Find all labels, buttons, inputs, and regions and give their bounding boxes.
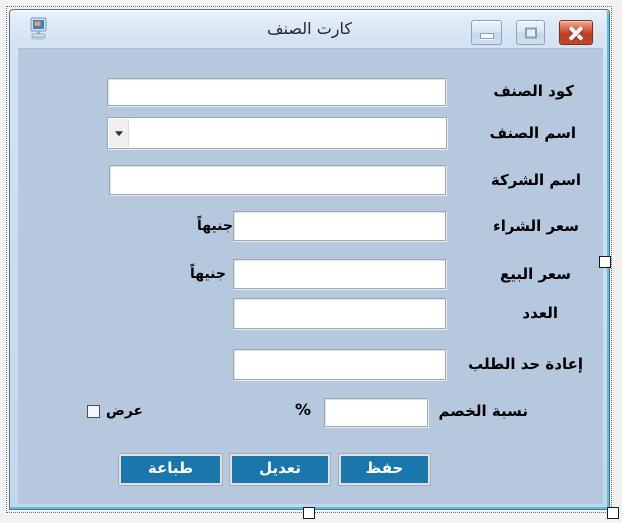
item-name-label: اسم الصنف (489, 124, 576, 142)
purchase-price-input[interactable] (233, 211, 446, 241)
resize-handle-bottom[interactable] (303, 507, 315, 519)
combobox-dropdown-button[interactable] (109, 119, 129, 147)
sell-price-input[interactable] (233, 259, 446, 289)
quantity-label: العدد (522, 304, 558, 322)
item-code-input[interactable] (107, 78, 446, 106)
maximize-icon (524, 27, 537, 38)
close-icon (569, 25, 584, 40)
reorder-level-label: إعادة حد الطلب (468, 355, 583, 373)
offer-checkbox-label: عرض (106, 403, 144, 419)
resize-handle-right[interactable] (599, 256, 611, 268)
maximize-button[interactable] (516, 20, 545, 45)
quantity-input[interactable] (233, 298, 446, 329)
edit-button[interactable]: تعديل (229, 453, 331, 486)
reorder-level-input[interactable] (233, 349, 446, 380)
form-client-area: كود الصنف اسم الصنف اسم الشركة جنيهاً سع… (18, 48, 603, 504)
purchase-price-label: سعر الشراء (493, 217, 579, 235)
window-title: كارت الصنف (267, 19, 352, 38)
purchase-price-unit-label: جنيهاً (196, 218, 233, 234)
minimize-button[interactable] (471, 20, 502, 45)
save-button[interactable]: حفظ (338, 453, 431, 486)
discount-label: نسبة الخصم (438, 402, 528, 420)
discount-input[interactable] (324, 398, 428, 427)
company-name-label: اسم الشركة (490, 171, 581, 189)
offer-checkbox[interactable] (87, 405, 100, 418)
minimize-icon (479, 33, 494, 39)
sell-price-unit-label: جنيهاً (189, 266, 226, 282)
print-button[interactable]: طباعة (118, 453, 223, 486)
chevron-down-icon (114, 131, 123, 137)
titlebar[interactable]: كارت الصنف (10, 10, 609, 48)
item-code-label: كود الصنف (493, 82, 574, 100)
resize-handle-bottom-right[interactable] (607, 507, 619, 519)
item-name-combobox[interactable] (107, 117, 447, 149)
sell-price-label: سعر البيع (499, 265, 571, 283)
percent-label: % (294, 400, 311, 419)
application-icon (30, 17, 47, 40)
close-button[interactable] (559, 20, 593, 45)
form-window: كارت الصنف كود الصنف اسم الصنف اسم الشرك… (9, 9, 610, 510)
company-name-input[interactable] (109, 165, 446, 195)
